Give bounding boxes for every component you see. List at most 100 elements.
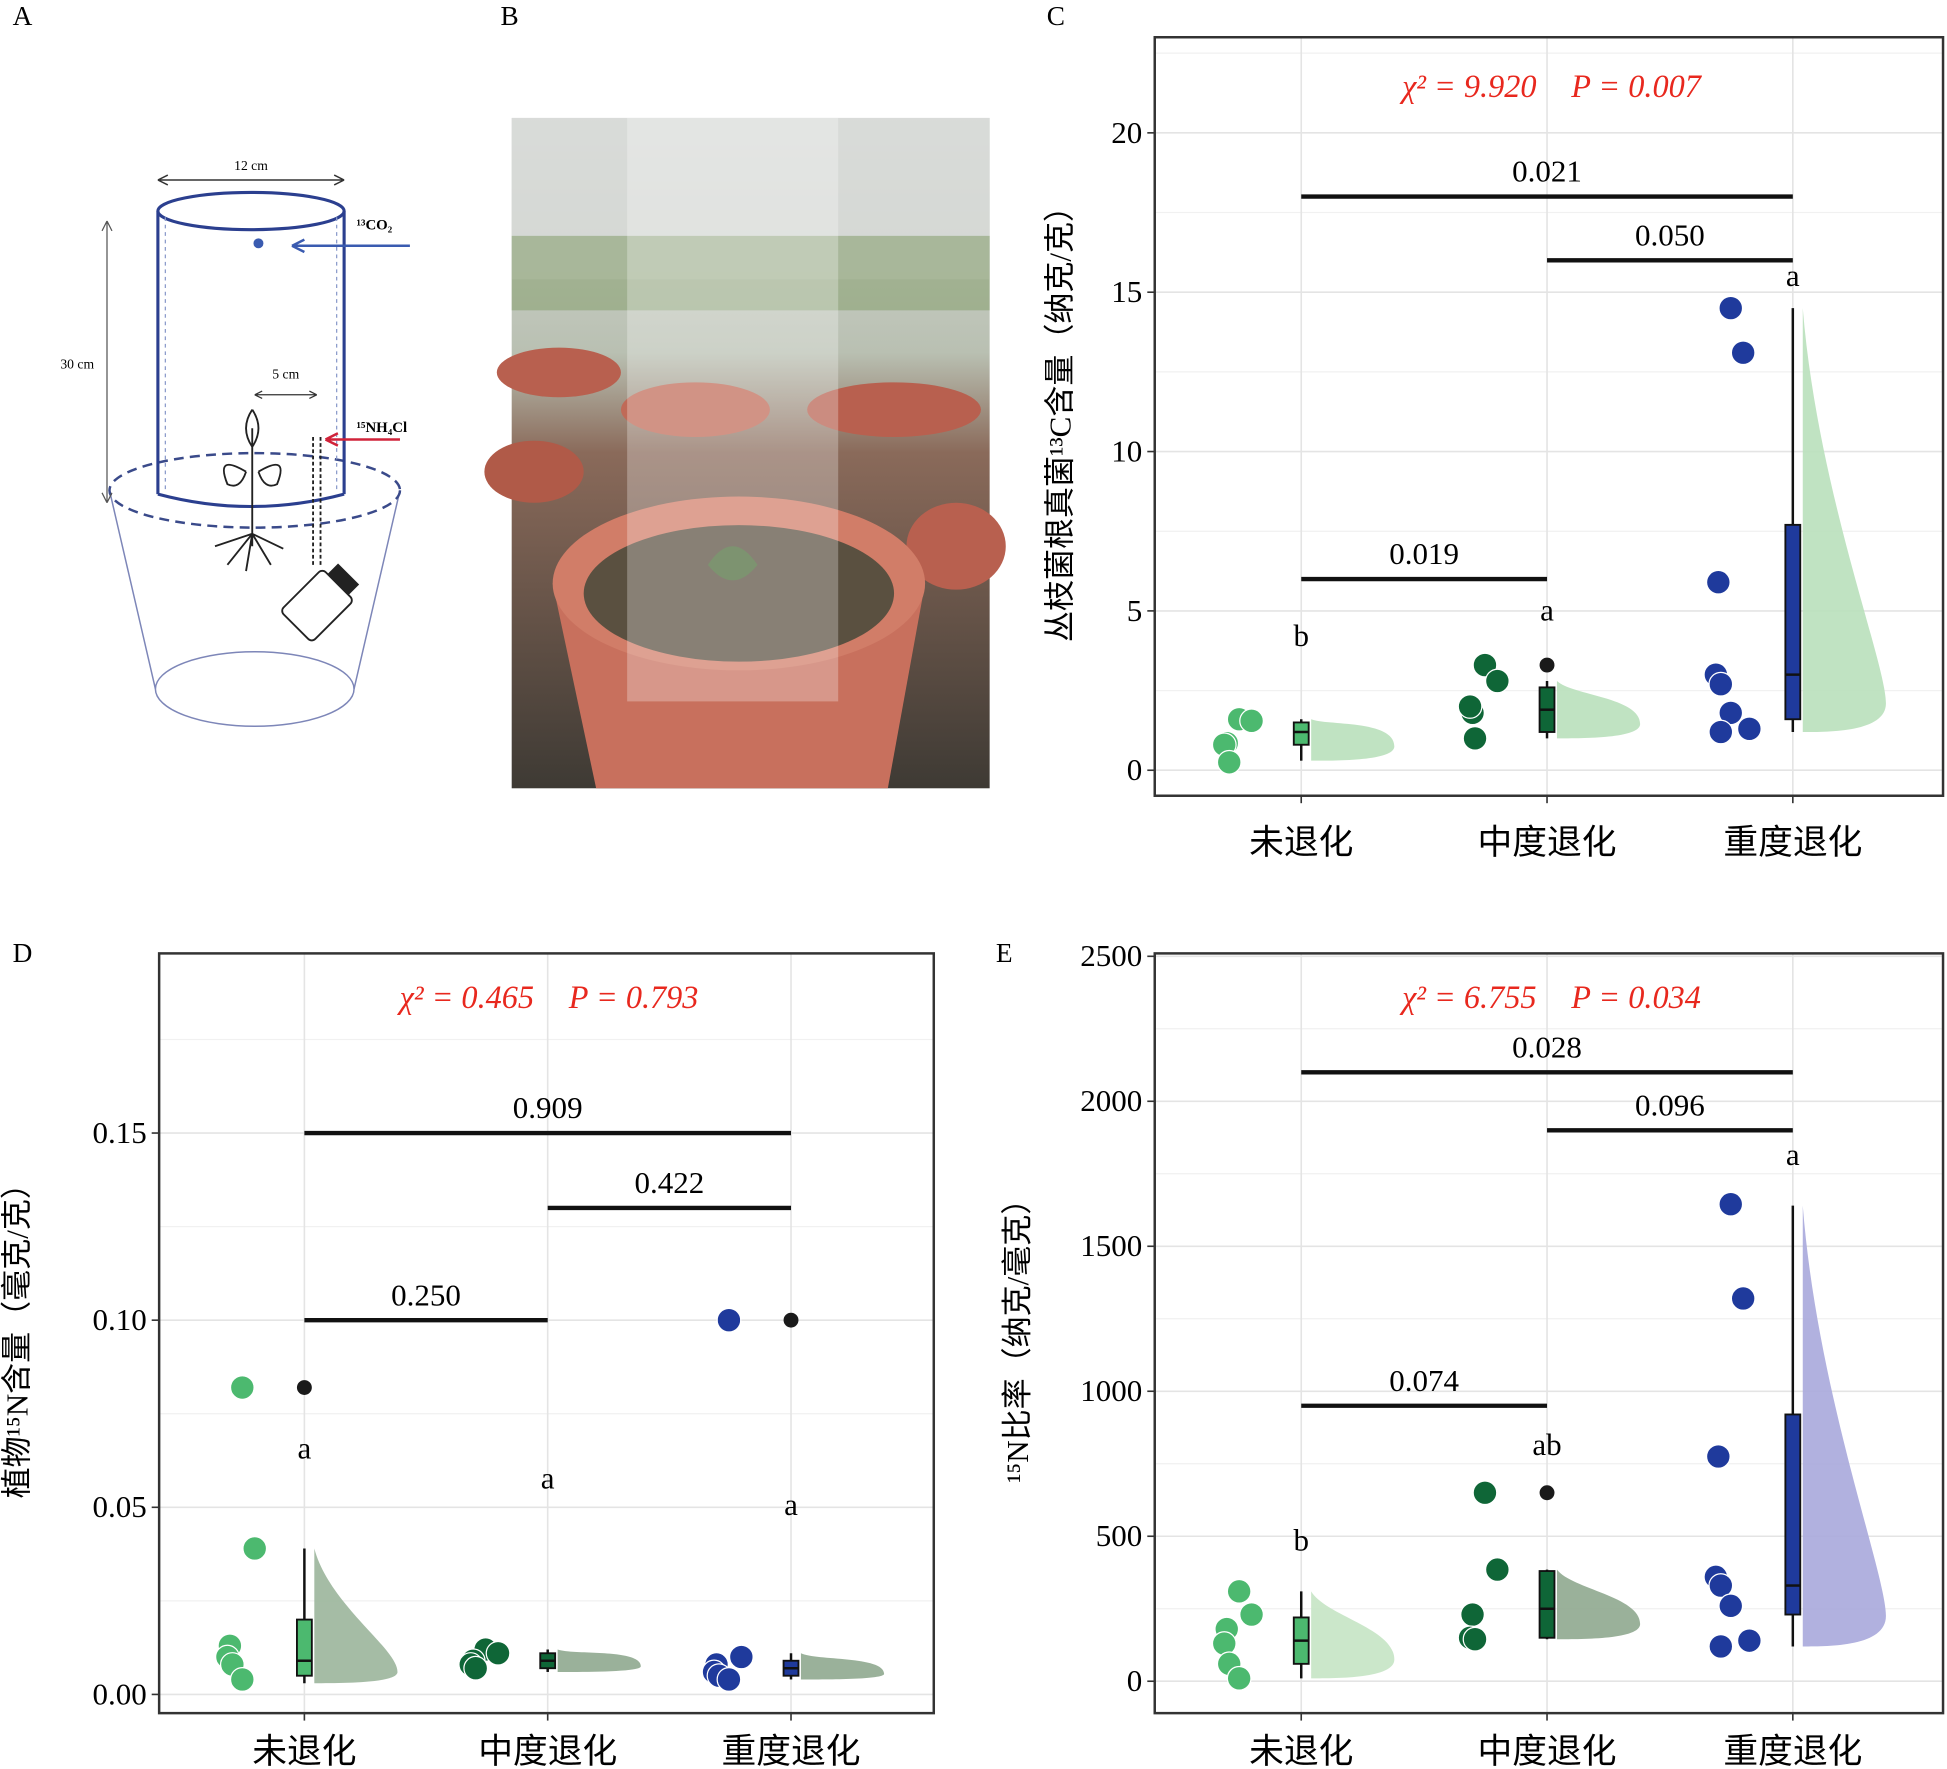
- significance-letter: a: [297, 1431, 311, 1466]
- chi-square-stat: χ² = 0.465: [397, 979, 534, 1015]
- data-point: [1460, 1602, 1485, 1627]
- y-tick-label: 0.00: [92, 1676, 146, 1711]
- data-point: [728, 1644, 754, 1670]
- comparison-p-value: 0.909: [513, 1090, 583, 1125]
- violin-0: [314, 1548, 398, 1684]
- data-point: [1462, 1626, 1488, 1652]
- box-iqr: [1292, 721, 1310, 746]
- nh4cl-arrow: [324, 432, 400, 447]
- height-arrow: [101, 220, 113, 504]
- violin-2: [800, 1653, 885, 1680]
- width-label: 12 cm: [234, 158, 268, 173]
- injection-tube: [312, 436, 322, 565]
- data-point: [1718, 295, 1744, 321]
- data-point: [463, 1655, 489, 1681]
- chart-D: 0.00 0.05 0.10 0.15 未退化 中度退化 重度退化 a a a 0.909 0.422…: [0, 952, 936, 1769]
- pot-top: [108, 451, 402, 529]
- y-tick-label: 2500: [1080, 938, 1142, 973]
- data-point: [242, 1536, 268, 1561]
- x-tick-label: 未退化: [1249, 1732, 1353, 1769]
- panel-label-a: A: [13, 1, 33, 31]
- comparison-p-value: 0.422: [634, 1165, 704, 1200]
- significance-letter: a: [1540, 592, 1554, 627]
- pot-bottom: [154, 650, 355, 727]
- y-tick-label: 0: [1127, 1663, 1143, 1698]
- data-point: [1718, 1593, 1744, 1619]
- significance-letter: b: [1293, 1523, 1309, 1558]
- x-tick-label: 中度退化: [478, 1732, 617, 1769]
- greenhouse-photo: [484, 117, 1006, 789]
- chart-C: 0 5 10 15 20 未退化 中度退化 重度退化 b a a 0.021 0.050 0.019 χ² …: [1042, 36, 1945, 862]
- comparison-p-value: 0.028: [1512, 1029, 1582, 1064]
- plot-frame: [1153, 952, 1945, 1715]
- x-tick-label: 未退化: [252, 1732, 356, 1769]
- box-iqr: [1784, 523, 1802, 721]
- chamber-top: [156, 190, 346, 232]
- data-point: [1705, 569, 1731, 595]
- x-tick-label: 中度退化: [1478, 1732, 1617, 1769]
- data-point: [1736, 716, 1762, 742]
- plant-icon: [214, 409, 284, 572]
- y-tick-label: 15: [1111, 274, 1142, 309]
- chi-square-stat: χ² = 6.755: [1399, 979, 1536, 1015]
- plot-frame: [157, 952, 936, 1715]
- p-value-stat: P = 0.034: [1570, 979, 1701, 1015]
- y-tick-label: 20: [1111, 115, 1142, 150]
- y-tick-label: 10: [1111, 433, 1142, 468]
- significance-letter: a: [1786, 258, 1800, 293]
- chi-square-stat: χ² = 9.920: [1399, 68, 1536, 104]
- chamber-sides: [156, 211, 346, 509]
- pot-outline: [108, 490, 401, 690]
- data-point: [1226, 1665, 1252, 1691]
- data-point: [1239, 708, 1264, 734]
- x-tick-label: 中度退化: [1478, 823, 1617, 862]
- data-point: [229, 1667, 255, 1692]
- y-axis-label: ¹⁵N比率（纳克/毫克）: [1000, 1184, 1035, 1483]
- plot-background: [159, 953, 934, 1714]
- y-tick-label: 1000: [1080, 1373, 1142, 1408]
- panel-label-b: B: [501, 1, 519, 31]
- comparison-p-value: 0.019: [1389, 536, 1459, 571]
- co2-port: [253, 238, 264, 249]
- box-iqr: [1784, 1413, 1802, 1616]
- x-tick-label: 重度退化: [1723, 823, 1862, 862]
- box-iqr: [296, 1618, 313, 1677]
- data-point: [716, 1667, 742, 1692]
- significance-letter: a: [784, 1487, 798, 1522]
- comparison-p-value: 0.096: [1635, 1087, 1705, 1122]
- panel-label-e: E: [996, 938, 1013, 968]
- data-point: [229, 1375, 255, 1400]
- data-point: [1239, 1602, 1264, 1627]
- x-tick-label: 未退化: [1249, 823, 1353, 862]
- data-point: [1484, 1557, 1510, 1583]
- violin-1: [557, 1649, 641, 1672]
- y-axis-label: 丛枝菌根真菌¹³C含量（纳克/克）: [1042, 191, 1077, 642]
- data-point: [1211, 1631, 1237, 1656]
- data-point: [1226, 1578, 1252, 1604]
- y-tick-label: 2000: [1080, 1083, 1142, 1118]
- comparison-p-value: 0.074: [1389, 1363, 1459, 1398]
- co2-label: ¹³CO₂: [357, 218, 393, 234]
- nh4cl-label: ¹⁵NH₄Cl: [357, 420, 408, 436]
- data-point: [1718, 1191, 1744, 1217]
- data-point: [1462, 725, 1488, 751]
- bottle-icon: [281, 563, 360, 642]
- data-point: [1484, 668, 1510, 694]
- comparison-p-value: 0.050: [1635, 217, 1705, 252]
- y-tick-label: 0.15: [92, 1115, 146, 1150]
- data-point: [1708, 1573, 1734, 1598]
- y-tick-label: 1500: [1080, 1228, 1142, 1263]
- comparison-p-value: 0.021: [1512, 154, 1582, 189]
- violin-0: [1311, 719, 1395, 761]
- experiment-diagram: 12 cm 30 cm ¹³CO₂ 5 cm ¹⁵NH₄Cl: [60, 158, 410, 727]
- p-value-stat: P = 0.793: [568, 979, 699, 1015]
- violin-2: [1802, 1205, 1886, 1647]
- data-point: [1708, 671, 1734, 697]
- x-tick-label: 重度退化: [722, 1732, 861, 1769]
- significance-letter: a: [1786, 1137, 1800, 1172]
- data-point: [1216, 749, 1242, 775]
- violin-0: [1311, 1591, 1395, 1679]
- data-point: [1708, 1634, 1734, 1659]
- transparent-chamber: [627, 117, 839, 702]
- data-point: [485, 1640, 511, 1666]
